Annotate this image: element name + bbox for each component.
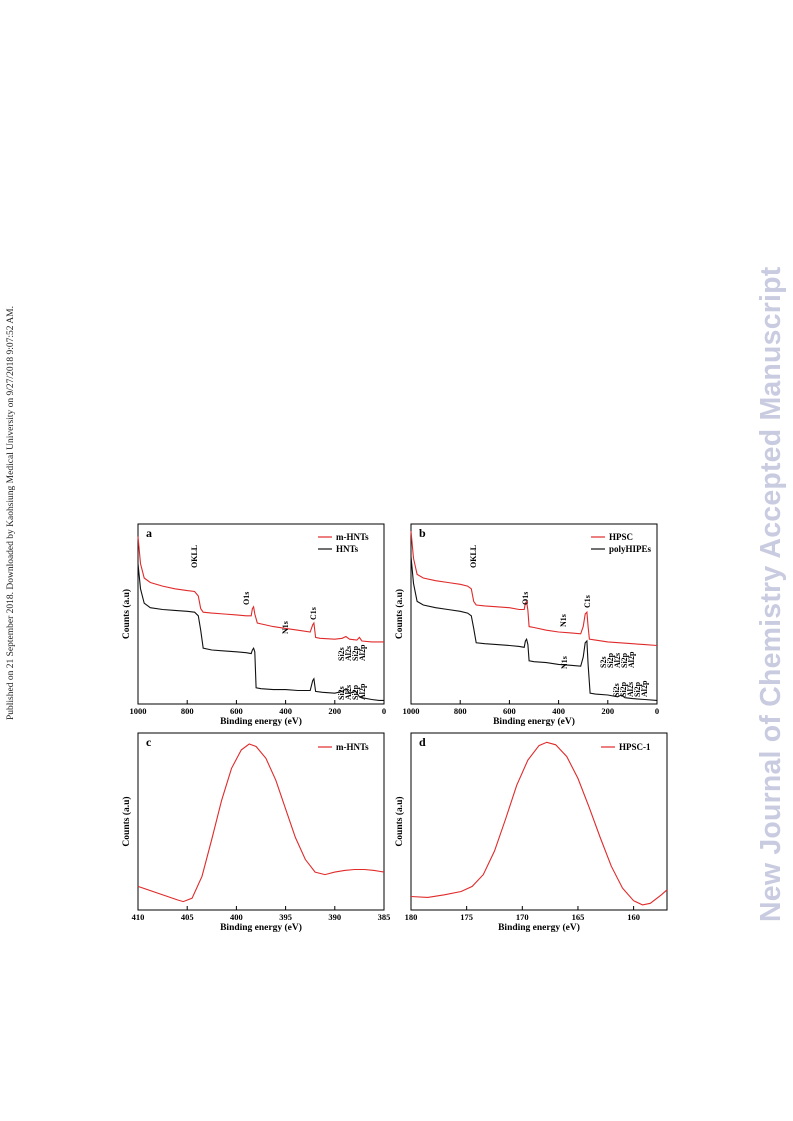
legend-label: m-HNTs [336, 532, 369, 542]
legend-label: HPSC [609, 532, 633, 542]
x-tick-label: 400 [552, 706, 565, 716]
peak-label: Si2s [612, 683, 621, 697]
chart-panel-b: 1000 800 600 400 200 0 Binding energy (eV) Coun… [394, 523, 659, 727]
peak-label: Si2p [606, 652, 615, 668]
x-tick-label: 405 [181, 912, 194, 922]
peak-label: O1s [242, 592, 251, 605]
peak-label: Si2s [337, 686, 346, 700]
y-axis-label: Counts (a.u) [121, 589, 132, 639]
peak-label: Al2s [613, 653, 622, 668]
x-tick-label: 395 [279, 912, 292, 922]
peak-label: Al2s [626, 682, 635, 697]
x-tick-label: 175 [460, 912, 473, 922]
x-tick-label: 160 [627, 912, 640, 922]
x-axis-label: Binding energy (eV) [493, 716, 575, 727]
series-line-m-HNTs [137, 743, 385, 903]
peak-label: Si2p [633, 681, 642, 697]
peak-label: C1s [309, 607, 318, 620]
x-tick-label: 800 [454, 706, 467, 716]
y-axis-label: Counts (a.u) [121, 796, 132, 846]
legend-label: m-HNTs [336, 742, 369, 752]
peak-label: Si2p [351, 645, 360, 661]
legend-label: HPSC-1 [619, 742, 651, 752]
panel-letter: c [146, 735, 152, 749]
x-tick-label: 390 [328, 912, 341, 922]
x-tick-label: 600 [230, 706, 243, 716]
y-axis-label: Counts (a.u) [394, 796, 405, 846]
peak-label: Al2p [640, 680, 649, 697]
x-tick-label: 400 [279, 706, 292, 716]
x-tick-label: 410 [132, 912, 145, 922]
chart-panel-a: 1000 800 600 400 200 0 Binding energy (eV) Coun… [121, 523, 386, 727]
x-tick-label: 1000 [403, 706, 420, 716]
x-tick-label: 1000 [130, 706, 147, 716]
peak-label: Al2p [358, 644, 367, 661]
peak-label: OKLL [190, 545, 199, 568]
x-tick-label: 165 [572, 912, 585, 922]
peak-label: C1s [583, 595, 592, 608]
plot-frame [410, 523, 658, 705]
peak-label: N1s [560, 656, 569, 669]
x-tick-label: 170 [516, 912, 529, 922]
peak-label: Al2s [344, 646, 353, 661]
peak-label: N1s [559, 614, 568, 627]
chart-panel-d: 180 175 170 165 160 Binding energy (eV) Counts… [394, 732, 668, 933]
x-tick-label: 600 [503, 706, 516, 716]
peak-label: O1s [521, 592, 530, 605]
x-tick-label: 180 [405, 912, 418, 922]
series-line-HNTs [137, 563, 384, 701]
peak-label: N1s [281, 621, 290, 634]
panel-letter: d [419, 735, 426, 749]
peak-label: Al2s [344, 685, 353, 700]
series-line-m-HNTs [137, 536, 384, 643]
x-tick-label: 200 [601, 706, 614, 716]
x-axis-label: Binding energy (eV) [220, 922, 302, 933]
peak-label: Si2s [337, 647, 346, 661]
x-tick-label: 200 [328, 706, 341, 716]
series-line-HPSC-1 [410, 741, 668, 906]
chart-panel-c: 410 405 400 395 390 385 Binding energy (eV) Cou… [121, 732, 391, 933]
plot-frame [137, 732, 385, 911]
legend-label: HNTs [336, 544, 359, 554]
peak-label: S2s [599, 656, 608, 668]
panel-letter: a [146, 526, 152, 540]
series-line-HPSC [410, 531, 658, 647]
legend-label: polyHIPEs [609, 544, 652, 554]
x-tick-label: 400 [230, 912, 243, 922]
peak-label: Si2p [620, 652, 629, 668]
peak-label: Al2p [627, 651, 636, 668]
x-tick-label: 800 [181, 706, 194, 716]
peak-label: OKLL [469, 545, 478, 568]
peak-label: Si2p [351, 684, 360, 700]
plot-frame [410, 732, 668, 911]
plot-frame [137, 523, 385, 705]
x-tick-label: 0 [655, 706, 659, 716]
peak-label: Si2p [619, 681, 628, 697]
x-axis-label: Binding energy (eV) [220, 716, 302, 727]
y-axis-label: Counts (a.u) [394, 589, 405, 639]
x-axis-label: Binding energy (eV) [498, 922, 580, 933]
peak-label: Al2p [358, 683, 367, 700]
panel-letter: b [419, 526, 426, 540]
x-tick-label: 385 [378, 912, 391, 922]
x-tick-label: 0 [382, 706, 386, 716]
series-line-polyHIPEs [410, 556, 658, 701]
